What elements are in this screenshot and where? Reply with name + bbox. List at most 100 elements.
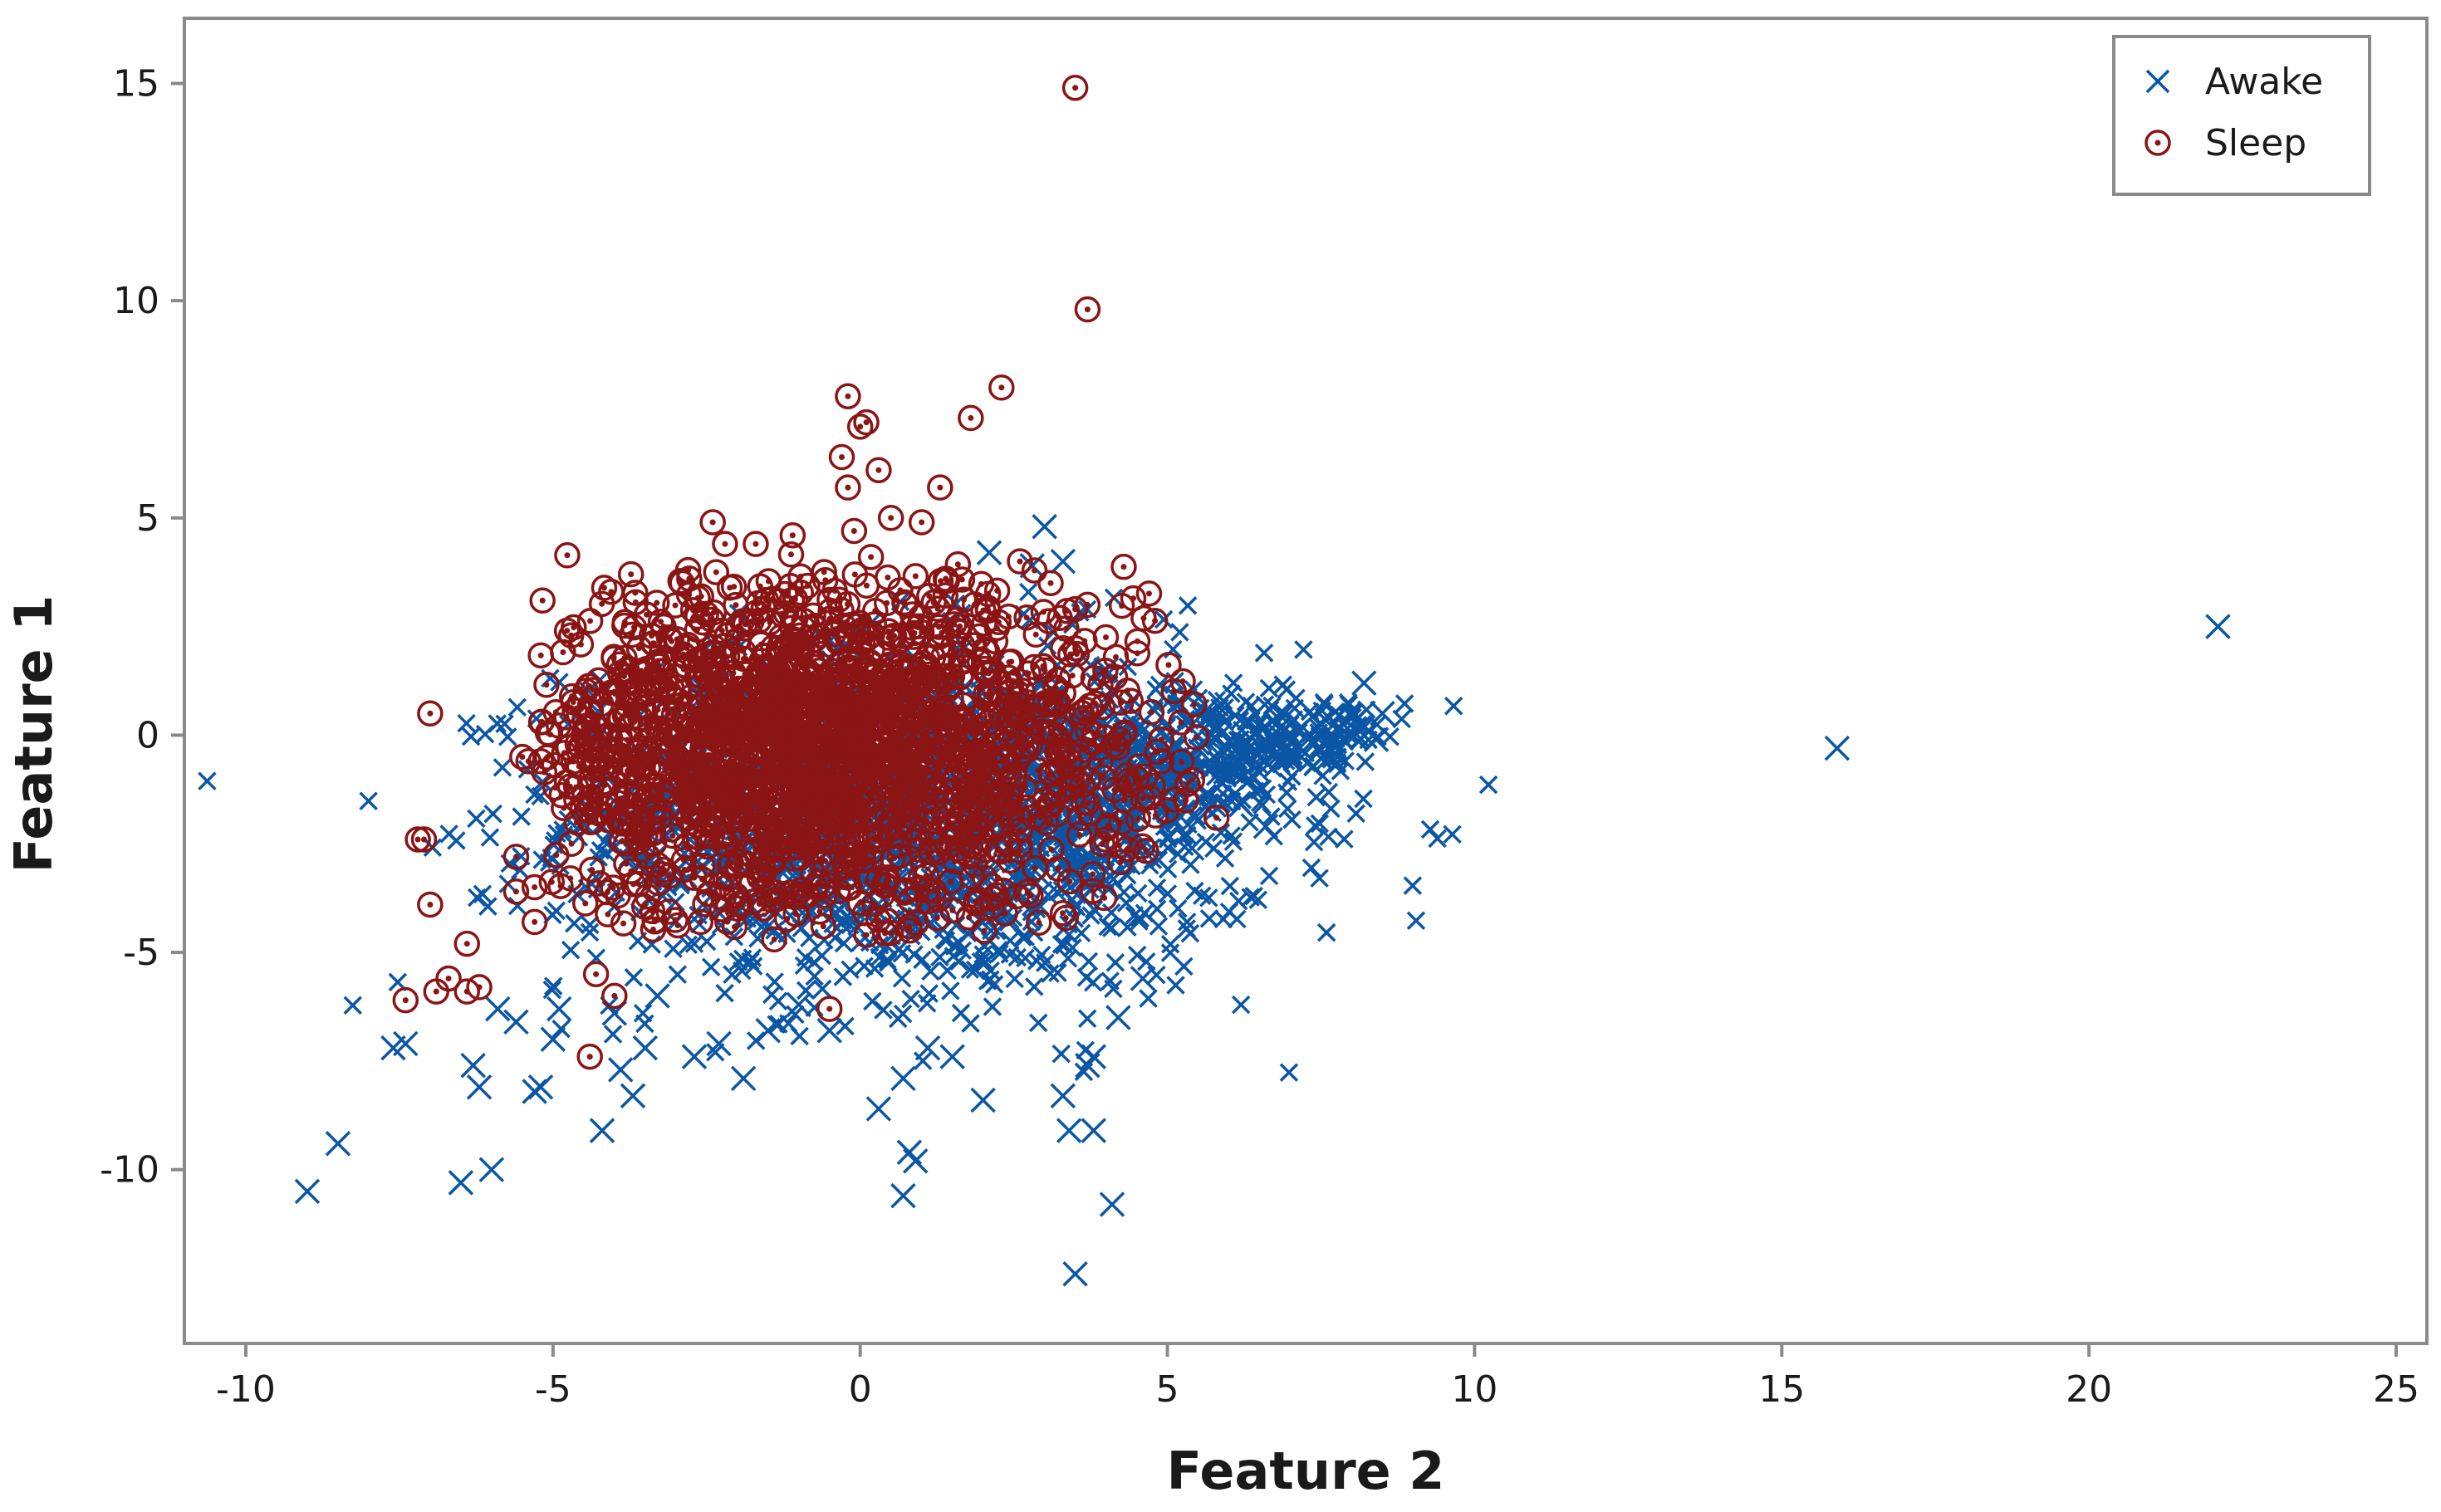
awake-point <box>468 888 487 908</box>
legend-label-awake: Awake <box>2205 61 2323 103</box>
awake-point <box>1406 911 1426 930</box>
awake-point <box>1444 696 1463 716</box>
awake-point <box>439 825 458 844</box>
awake-point <box>1403 876 1423 895</box>
awake-point <box>1166 976 1185 995</box>
awake-point <box>1100 971 1120 991</box>
awake-point <box>938 961 957 981</box>
awake-point <box>1159 826 1178 846</box>
awake-point <box>797 981 816 1001</box>
awake-point <box>679 935 698 955</box>
awake-point <box>1022 912 1042 932</box>
awake-point <box>478 897 498 916</box>
awake-point <box>1222 826 1241 845</box>
awake-point <box>1147 899 1167 918</box>
y-tick-label: 5 <box>136 497 159 540</box>
y-tick-label: 15 <box>113 62 159 105</box>
awake-point <box>1223 832 1243 851</box>
awake-point <box>786 1005 805 1025</box>
awake-point <box>633 1004 653 1023</box>
y-axis: -10 -5 0 5 10 15 <box>100 62 184 1191</box>
awake-point <box>580 915 600 935</box>
awake-point <box>1115 883 1134 902</box>
awake-point <box>790 1026 809 1046</box>
awake-point <box>1076 968 1096 987</box>
awake-point <box>493 758 512 777</box>
awake-point <box>553 820 572 839</box>
x-tick-label: 15 <box>1758 1368 1805 1411</box>
awake-point <box>1127 945 1147 965</box>
awake-point <box>359 791 378 810</box>
awake-point <box>1248 890 1268 910</box>
awake-point <box>1199 888 1218 908</box>
awake-point <box>1254 643 1274 663</box>
awake-point <box>1211 823 1231 842</box>
awake-point <box>1139 989 1158 1008</box>
awake-point <box>855 957 874 976</box>
awake-point <box>1306 787 1326 807</box>
awake-point <box>1158 884 1178 903</box>
x-tick-label: 5 <box>1156 1368 1179 1411</box>
awake-point <box>1101 903 1121 922</box>
awake-point <box>544 976 563 996</box>
x-axis-title: Feature 2 <box>1167 1441 1445 1501</box>
awake-point <box>1098 917 1117 937</box>
awake-point <box>1169 898 1188 918</box>
awake-point <box>684 934 704 953</box>
awake-point <box>1259 866 1279 886</box>
y-axis-title: Feature 1 <box>3 595 64 873</box>
awake-point <box>1310 869 1329 888</box>
awake-point <box>1025 977 1044 996</box>
awake-point <box>1048 963 1067 982</box>
awake-point <box>198 771 217 790</box>
awake-point <box>1306 816 1325 835</box>
awake-point <box>1319 827 1338 846</box>
x-tick-label: -5 <box>535 1368 571 1411</box>
awake-point <box>1105 953 1125 972</box>
x-tick-label: 10 <box>1451 1368 1497 1411</box>
awake-point <box>1335 829 1354 849</box>
awake-point <box>879 952 898 972</box>
awake-point <box>1170 623 1189 642</box>
awake-point <box>1027 952 1046 971</box>
awake-point <box>664 939 683 958</box>
awake-point <box>488 714 507 733</box>
awake-point <box>960 960 980 979</box>
awake-point <box>1177 919 1197 938</box>
awake-point <box>1294 640 1313 659</box>
x-axis: -10 -5 0 5 10 15 20 25 <box>216 1343 2419 1411</box>
x-tick-label: 25 <box>2373 1368 2419 1411</box>
legend: Awake Sleep <box>2112 35 2371 196</box>
awake-point <box>1149 675 1169 695</box>
awake-point <box>542 980 561 1000</box>
awake-point <box>1301 858 1321 878</box>
awake-point <box>723 965 742 984</box>
awake-point <box>507 697 527 717</box>
x-tick-label: 0 <box>849 1368 872 1411</box>
awake-point <box>1137 952 1156 971</box>
awake-point <box>480 828 500 847</box>
legend-label-sleep: Sleep <box>2205 122 2306 164</box>
awake-point <box>1220 876 1240 896</box>
y-tick-label: 10 <box>113 280 159 322</box>
y-tick-label: -5 <box>123 932 159 974</box>
awake-point <box>457 713 476 733</box>
awake-point <box>941 981 960 1001</box>
y-tick-label: -10 <box>100 1149 159 1191</box>
awake-point <box>913 950 932 970</box>
awake-point <box>532 850 551 869</box>
awake-point <box>1118 917 1137 937</box>
awake-point <box>913 1051 933 1070</box>
awake-point <box>990 944 1009 963</box>
awake-point <box>467 809 486 829</box>
awake-point <box>947 916 966 935</box>
awake-point <box>1346 804 1365 823</box>
awake-point <box>1231 995 1251 1015</box>
awake-point <box>1321 799 1341 819</box>
awake-point <box>624 968 644 987</box>
awake-point <box>1005 969 1024 989</box>
x-tick-label: -10 <box>216 1368 276 1411</box>
plot-frame <box>183 17 2429 1345</box>
y-tick-label: 0 <box>136 714 159 756</box>
